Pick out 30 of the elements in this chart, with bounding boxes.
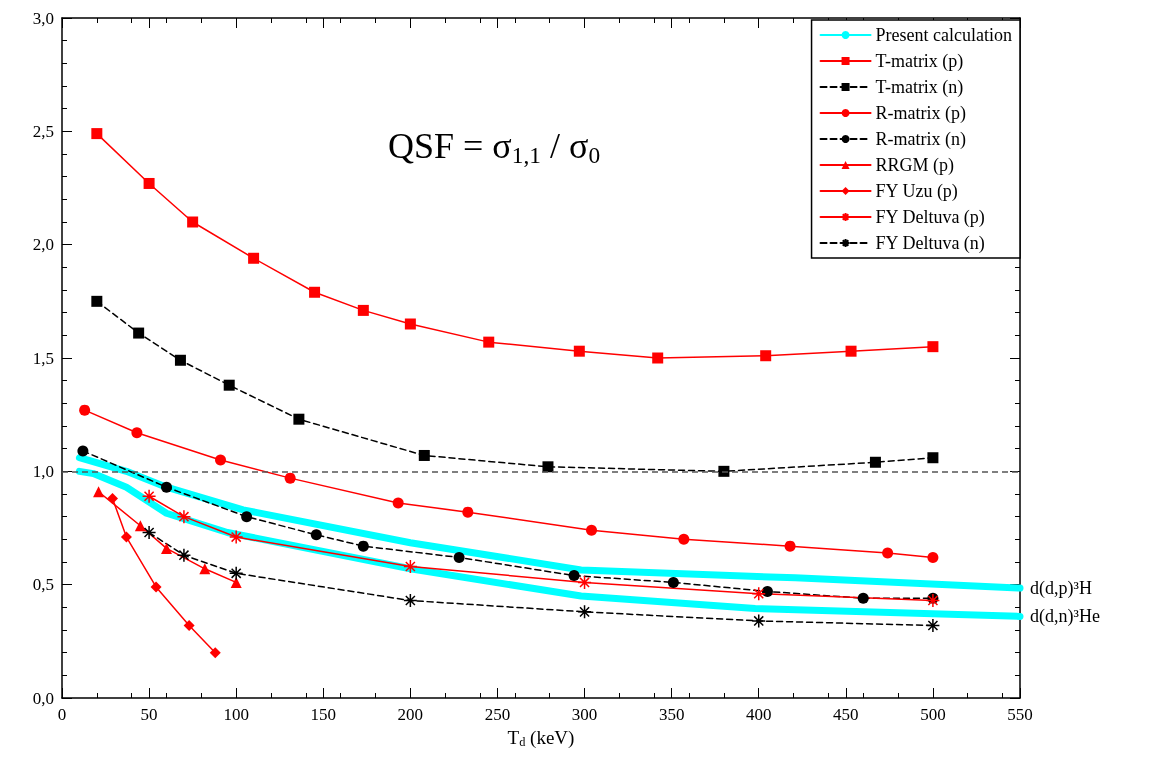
y-tick-label: 2,0 — [32, 235, 54, 255]
x-tick-label: 450 — [833, 705, 859, 724]
legend-label: FY Deltuva (p) — [875, 207, 985, 228]
x-tick-label: 100 — [223, 705, 249, 724]
x-tick-label: 50 — [140, 705, 158, 724]
x-tick-label: 500 — [920, 705, 946, 724]
y-tick-label: 0,0 — [32, 688, 54, 708]
x-tick-label: 300 — [571, 705, 598, 724]
legend-label: Present calculation — [875, 25, 1012, 45]
legend-label: R-matrix (n) — [875, 129, 967, 150]
y-tick-label: 1,0 — [32, 461, 54, 481]
y-tick-label: 3,0 — [32, 8, 54, 28]
legend-label: R-matrix (p) — [875, 103, 967, 124]
x-tick-label: 0 — [57, 705, 67, 724]
x-tick-label: 150 — [310, 705, 337, 724]
legend-label: FY Deltuva (n) — [875, 233, 985, 254]
x-tick-label: 550 — [1007, 705, 1033, 724]
annotation: d(d,p)³H — [1030, 578, 1092, 600]
x-tick-label: 350 — [658, 705, 685, 724]
y-tick-label: 2,5 — [32, 121, 54, 141]
legend-label: T-matrix (p) — [875, 51, 964, 72]
x-tick-label: 400 — [745, 705, 772, 724]
legend-label: FY Uzu (p) — [875, 181, 958, 202]
y-tick-label: 1,5 — [32, 348, 54, 368]
annotation: d(d,n)³He — [1030, 606, 1100, 628]
x-tick-label: 250 — [484, 705, 511, 724]
legend-label: T-matrix (n) — [875, 77, 964, 98]
y-tick-label: 0,5 — [32, 575, 54, 595]
legend-label: RRGM (p) — [875, 155, 955, 176]
x-tick-label: 200 — [397, 705, 424, 724]
